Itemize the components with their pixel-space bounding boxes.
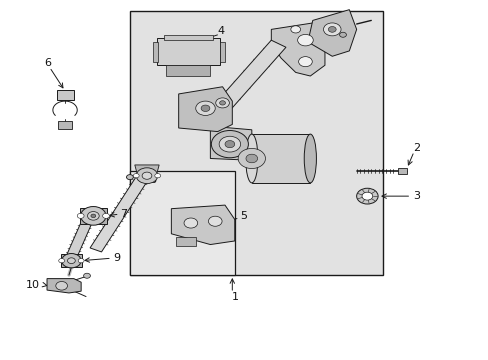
Circle shape <box>208 216 222 226</box>
Circle shape <box>361 192 372 200</box>
Polygon shape <box>135 165 159 174</box>
Text: 1: 1 <box>232 292 239 302</box>
Circle shape <box>81 207 106 225</box>
Circle shape <box>142 172 152 179</box>
Circle shape <box>339 32 346 37</box>
Circle shape <box>195 101 215 116</box>
Circle shape <box>91 214 96 218</box>
Circle shape <box>328 27 335 32</box>
Circle shape <box>83 273 90 278</box>
Circle shape <box>211 131 248 158</box>
Bar <box>220 42 224 62</box>
Text: 7: 7 <box>120 209 127 219</box>
Text: 3: 3 <box>412 191 419 201</box>
Circle shape <box>78 258 84 263</box>
Circle shape <box>298 57 312 67</box>
Polygon shape <box>47 279 81 293</box>
Text: 6: 6 <box>44 58 51 68</box>
Polygon shape <box>198 40 285 130</box>
Bar <box>130 12 383 275</box>
Bar <box>397 168 406 174</box>
Bar <box>153 42 158 62</box>
Text: 4: 4 <box>217 26 224 36</box>
Bar <box>166 65 210 76</box>
Text: 2: 2 <box>412 143 419 153</box>
Circle shape <box>136 168 158 184</box>
Circle shape <box>133 174 139 178</box>
Polygon shape <box>171 205 234 244</box>
Polygon shape <box>210 126 251 160</box>
Circle shape <box>183 218 197 228</box>
Circle shape <box>59 258 64 263</box>
Polygon shape <box>307 10 356 56</box>
Polygon shape <box>80 208 107 224</box>
Bar <box>57 90 74 100</box>
Text: 8: 8 <box>149 175 156 185</box>
Bar <box>130 171 234 275</box>
Text: 10: 10 <box>26 280 40 290</box>
Bar <box>163 35 212 40</box>
Circle shape <box>215 98 229 108</box>
Circle shape <box>77 213 84 219</box>
Circle shape <box>219 101 225 105</box>
Polygon shape <box>178 87 232 132</box>
Circle shape <box>356 188 377 204</box>
Text: 5: 5 <box>240 211 247 221</box>
Ellipse shape <box>245 134 257 183</box>
Bar <box>176 237 195 246</box>
Circle shape <box>155 174 160 178</box>
Circle shape <box>290 26 300 33</box>
Circle shape <box>56 282 67 290</box>
Circle shape <box>238 148 265 168</box>
Polygon shape <box>271 22 325 76</box>
Circle shape <box>61 253 81 268</box>
Bar <box>157 39 220 65</box>
Polygon shape <box>90 172 150 252</box>
Bar <box>58 121 72 129</box>
Circle shape <box>126 175 133 180</box>
Text: 9: 9 <box>113 253 120 263</box>
Circle shape <box>102 213 109 219</box>
Bar <box>251 134 310 183</box>
Circle shape <box>323 23 340 36</box>
Polygon shape <box>66 222 91 258</box>
Circle shape <box>201 105 209 112</box>
Polygon shape <box>61 254 82 267</box>
Circle shape <box>219 136 240 152</box>
Circle shape <box>87 212 99 220</box>
Circle shape <box>297 35 313 46</box>
Circle shape <box>67 258 75 264</box>
Ellipse shape <box>304 134 316 183</box>
Circle shape <box>245 154 257 163</box>
Circle shape <box>224 140 234 148</box>
